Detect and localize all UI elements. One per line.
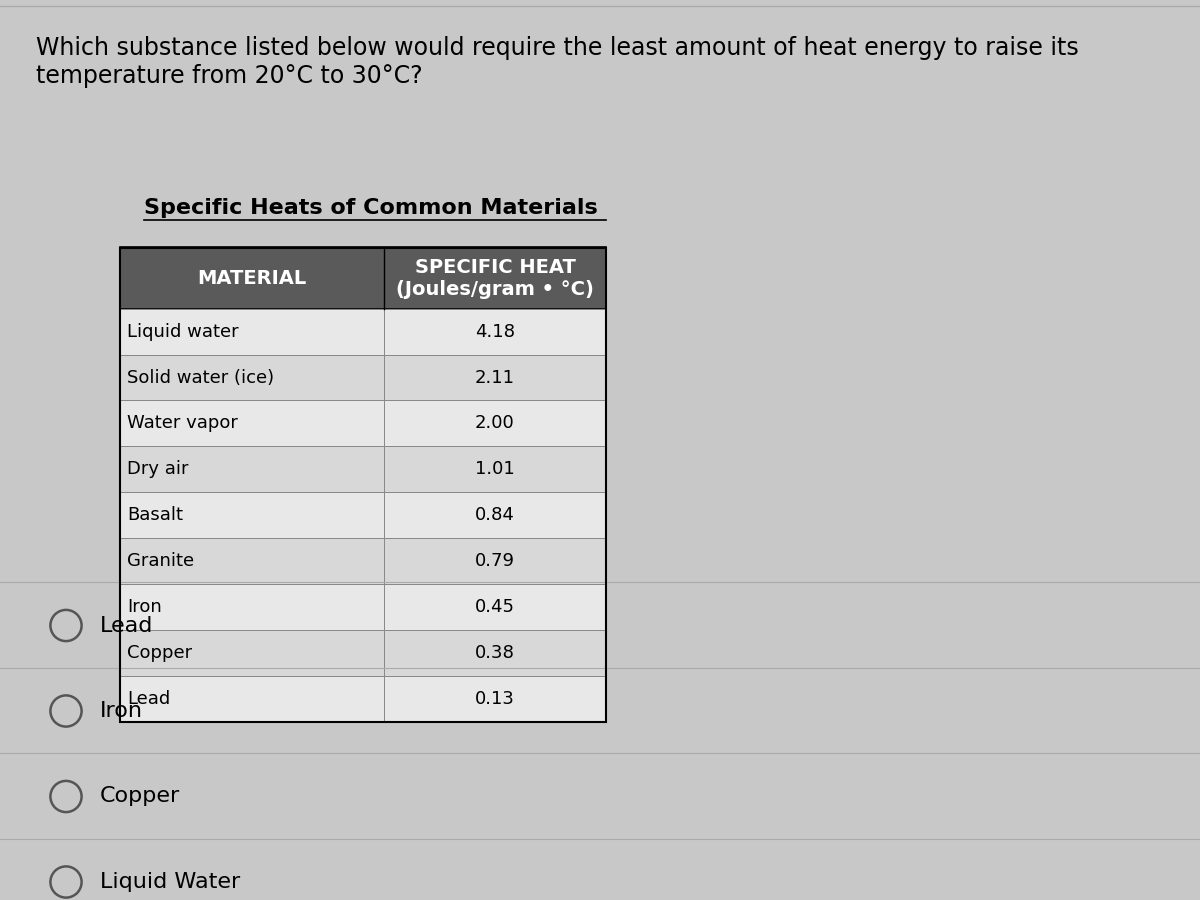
Text: 0.79: 0.79 xyxy=(475,552,515,571)
Text: 2.00: 2.00 xyxy=(475,414,515,433)
Text: Copper: Copper xyxy=(127,644,192,662)
Text: 0.38: 0.38 xyxy=(475,644,515,662)
Text: 2.11: 2.11 xyxy=(475,369,515,387)
FancyBboxPatch shape xyxy=(384,492,606,538)
Text: 0.13: 0.13 xyxy=(475,689,515,707)
Text: Iron: Iron xyxy=(127,598,162,616)
FancyBboxPatch shape xyxy=(384,584,606,630)
FancyBboxPatch shape xyxy=(120,538,384,584)
Text: Dry air: Dry air xyxy=(127,460,188,478)
Text: Solid water (ice): Solid water (ice) xyxy=(127,369,275,387)
FancyBboxPatch shape xyxy=(120,400,384,446)
FancyBboxPatch shape xyxy=(120,630,384,676)
Text: Lead: Lead xyxy=(100,616,152,635)
Text: Which substance listed below would require the least amount of heat energy to ra: Which substance listed below would requi… xyxy=(36,36,1079,88)
Text: 4.18: 4.18 xyxy=(475,323,515,341)
Text: 1.01: 1.01 xyxy=(475,460,515,478)
Text: 0.84: 0.84 xyxy=(475,506,515,524)
FancyBboxPatch shape xyxy=(384,538,606,584)
FancyBboxPatch shape xyxy=(384,309,606,355)
FancyBboxPatch shape xyxy=(384,355,606,400)
FancyBboxPatch shape xyxy=(384,630,606,676)
Text: SPECIFIC HEAT
(Joules/gram • °C): SPECIFIC HEAT (Joules/gram • °C) xyxy=(396,257,594,299)
FancyBboxPatch shape xyxy=(120,676,384,722)
Text: Basalt: Basalt xyxy=(127,506,184,524)
FancyBboxPatch shape xyxy=(384,446,606,492)
Text: Iron: Iron xyxy=(100,701,143,721)
Text: Liquid water: Liquid water xyxy=(127,323,239,341)
Text: Specific Heats of Common Materials: Specific Heats of Common Materials xyxy=(144,198,598,218)
Text: MATERIAL: MATERIAL xyxy=(197,268,307,288)
FancyBboxPatch shape xyxy=(120,584,384,630)
FancyBboxPatch shape xyxy=(120,248,606,309)
FancyBboxPatch shape xyxy=(384,400,606,446)
FancyBboxPatch shape xyxy=(120,355,384,400)
FancyBboxPatch shape xyxy=(120,309,384,355)
Text: Granite: Granite xyxy=(127,552,194,571)
FancyBboxPatch shape xyxy=(120,446,384,492)
Text: Water vapor: Water vapor xyxy=(127,414,238,433)
Text: Liquid Water: Liquid Water xyxy=(100,872,240,892)
Text: Lead: Lead xyxy=(127,689,170,707)
FancyBboxPatch shape xyxy=(384,676,606,722)
Text: Copper: Copper xyxy=(100,787,180,806)
FancyBboxPatch shape xyxy=(120,492,384,538)
Text: 0.45: 0.45 xyxy=(475,598,515,616)
